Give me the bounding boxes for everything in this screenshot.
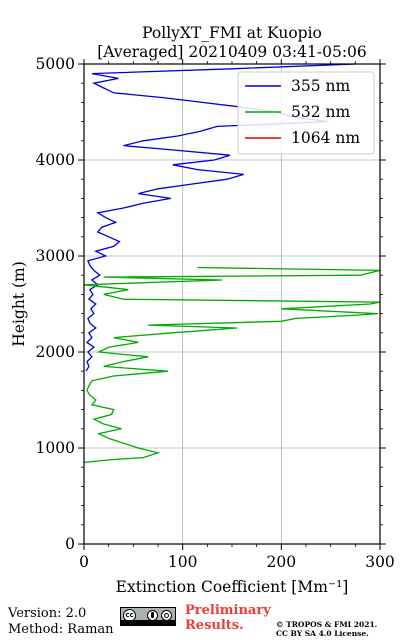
legend-label: 355 nm (291, 77, 350, 95)
y-tick-label: 2000 (36, 343, 75, 361)
legend-box (237, 71, 375, 155)
chart-subtitle: [Averaged] 20210409 03:41-05:06 (97, 43, 367, 61)
series-line-532-nm (83, 266, 381, 464)
y-tick-label: 4000 (36, 151, 75, 169)
x-tick-label: 300 (365, 553, 395, 571)
x-tick-label: 200 (267, 553, 297, 571)
x-tick-label: 100 (168, 553, 198, 571)
x-tick-label: 0 (79, 553, 89, 571)
copyright-label: © TROPOS & FMI 2021. (276, 620, 378, 629)
results-label: Results. (185, 618, 244, 633)
y-tick-label: 0 (65, 535, 75, 553)
method-label: Method: Raman (8, 622, 114, 637)
x-axis-label: Extinction Coefficient [Mm⁻¹] (116, 578, 349, 596)
chart-title: PollyXT_FMI at Kuopio (142, 24, 322, 42)
license-label: CC BY SA 4.0 License. (276, 629, 369, 638)
legend-label: 532 nm (291, 103, 350, 121)
y-axis-label: Height (m) (10, 261, 28, 347)
y-tick-label: 3000 (36, 247, 75, 265)
preliminary-label: Preliminary (185, 603, 271, 618)
legend-label: 1064 nm (291, 129, 360, 147)
legend: 355 nm 532 nm 1064 nm (237, 71, 375, 155)
cc-license-badge: cc (120, 607, 176, 626)
version-label: Version: 2.0 (8, 606, 87, 621)
y-tick-label: 5000 (36, 55, 75, 73)
y-tick-label: 1000 (36, 439, 75, 457)
